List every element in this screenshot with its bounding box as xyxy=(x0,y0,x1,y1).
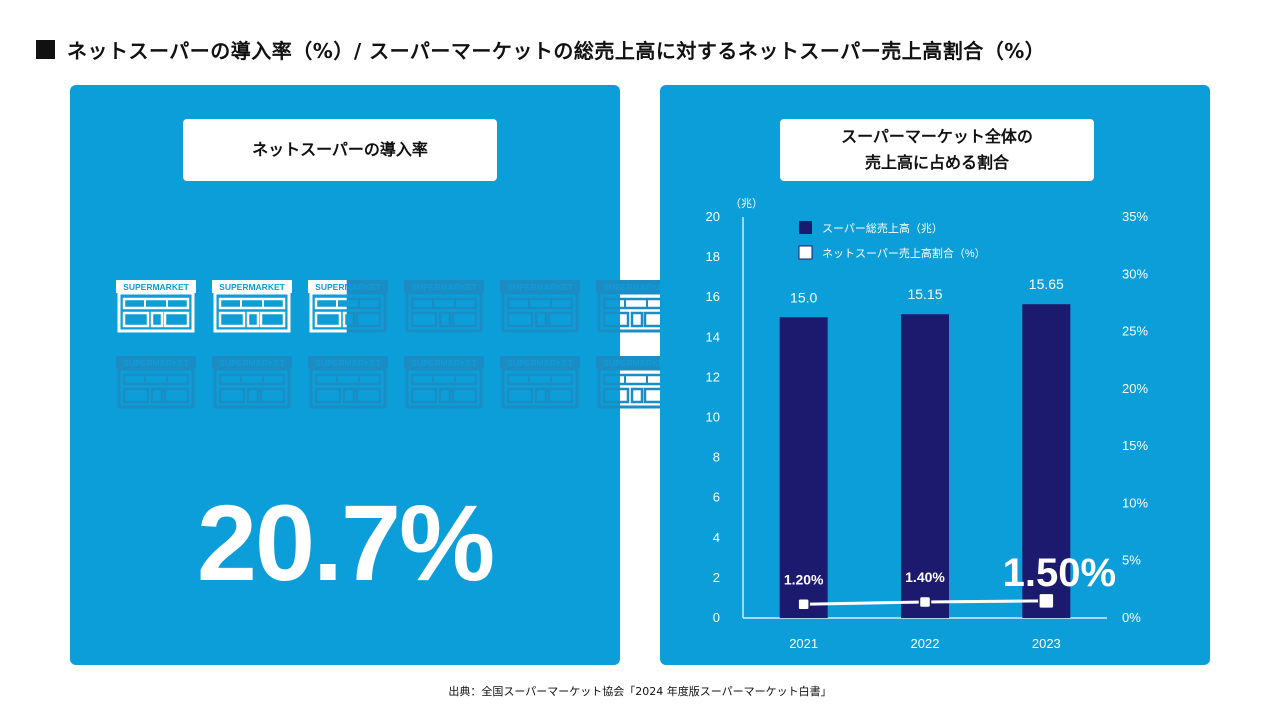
sales-share-label: スーパーマーケット全体の 売上高に占める割合 xyxy=(780,119,1094,181)
bar-value-label: 15.0 xyxy=(790,289,817,305)
svg-text:SUPERMARKET: SUPERMARKET xyxy=(507,358,573,368)
page-title: ネットスーパーの導入率（%）/ スーパーマーケットの総売上高に対するネットスーパ… xyxy=(36,34,1045,64)
svg-text:SUPERMARKET: SUPERMARKET xyxy=(123,358,189,368)
share-point xyxy=(918,595,932,609)
svg-text:SUPERMARKET: SUPERMARKET xyxy=(603,282,669,292)
svg-text:SUPERMARKET: SUPERMARKET xyxy=(219,282,285,292)
left-tick-label: 0 xyxy=(713,610,720,625)
left-tick-label: 4 xyxy=(713,530,720,545)
page-title-text: ネットスーパーの導入率（%）/ スーパーマーケットの総売上高に対するネットスーパ… xyxy=(67,38,1046,63)
sales-share-label-line1: スーパーマーケット全体の xyxy=(841,127,1033,147)
sales-share-panel: スーパーマーケット全体の 売上高に占める割合 0 2 4 6 8 10 12 14 16 18 20… xyxy=(660,85,1210,665)
bar xyxy=(1022,304,1071,618)
left-tick-label: 18 xyxy=(706,249,720,264)
bar-value-label: 15.65 xyxy=(1029,276,1064,292)
svg-text:SUPERMARKET: SUPERMARKET xyxy=(411,358,477,368)
svg-text:SUPERMARKET: SUPERMARKET xyxy=(219,358,285,368)
store-icon: SUPERMARKET xyxy=(403,279,485,333)
sales-chart: 0 2 4 6 8 10 12 14 16 18 20 （兆） 0% 5% 10% 15% 20% 25% 30% 3… xyxy=(706,197,1149,651)
left-axis-unit: （兆） xyxy=(730,197,763,210)
share-value-label: 1.40% xyxy=(905,569,945,585)
left-tick-label: 6 xyxy=(713,490,720,505)
adoption-rate-value: 20.7% xyxy=(196,482,495,603)
store-icon: SUPERMARKET xyxy=(499,355,581,409)
legend-swatch-line xyxy=(798,245,813,260)
svg-text:SUPERMARKET: SUPERMARKET xyxy=(315,282,381,292)
left-tick-label: 10 xyxy=(706,410,720,425)
legend-label-line: ネットスーパー売上高割合（%） xyxy=(822,246,986,260)
share-value-label: 1.50% xyxy=(1003,551,1116,595)
svg-text:SUPERMARKET: SUPERMARKET xyxy=(411,282,477,292)
svg-text:SUPERMARKET: SUPERMARKET xyxy=(123,282,189,292)
share-point xyxy=(1038,592,1055,610)
legend-swatch-bar xyxy=(799,221,812,234)
x-tick-label: 2023 xyxy=(1032,636,1061,651)
store-icon: SUPERMARKET xyxy=(115,355,197,409)
bar-value-label: 15.15 xyxy=(907,286,942,302)
store-icon: SUPERMARKET xyxy=(499,279,581,333)
right-tick-label: 20% xyxy=(1122,381,1148,396)
x-tick-label: 2022 xyxy=(911,636,940,651)
store-icon: SUPERMARKET xyxy=(211,355,293,409)
title-square-icon xyxy=(36,39,55,59)
left-tick-label: 8 xyxy=(713,450,720,465)
right-tick-label: 35% xyxy=(1122,209,1148,224)
right-tick-label: 0% xyxy=(1122,610,1141,625)
adoption-rate-label-text: ネットスーパーの導入率 xyxy=(252,140,428,160)
store-icon: SUPERMARKET xyxy=(307,355,389,409)
svg-text:SUPERMARKET: SUPERMARKET xyxy=(315,282,381,292)
sales-share-label-line2: 売上高に占める割合 xyxy=(864,153,1009,172)
x-tick-label: 2021 xyxy=(789,636,818,651)
legend-label-bar: スーパー総売上高（兆） xyxy=(822,221,943,235)
left-tick-label: 16 xyxy=(706,289,720,304)
svg-text:SUPERMARKET: SUPERMARKET xyxy=(315,358,381,368)
share-point xyxy=(797,598,810,611)
svg-text:SUPERMARKET: SUPERMARKET xyxy=(603,358,669,368)
source-note: 出典：全国スーパーマーケット協会「2024 年度版スーパーマーケット白書」 xyxy=(448,685,832,698)
svg-text:SUPERMARKET: SUPERMARKET xyxy=(507,282,573,292)
right-tick-label: 5% xyxy=(1122,553,1141,568)
share-value-label: 1.20% xyxy=(784,571,824,587)
store-icon: SUPERMARKET xyxy=(403,355,485,409)
bar xyxy=(779,317,828,618)
bar xyxy=(901,314,949,618)
right-tick-label: 25% xyxy=(1122,324,1148,339)
left-tick-label: 12 xyxy=(706,369,720,384)
adoption-rate-panel: ネットスーパーの導入率 SUPERMARKET SUPERMARKET SUPERM… xyxy=(70,85,676,665)
left-tick-label: 20 xyxy=(706,209,720,224)
right-tick-label: 15% xyxy=(1122,438,1148,453)
right-tick-label: 10% xyxy=(1122,495,1148,510)
left-tick-label: 14 xyxy=(706,329,720,344)
adoption-rate-label: ネットスーパーの導入率 xyxy=(183,119,497,181)
left-tick-label: 2 xyxy=(713,570,720,585)
right-tick-label: 30% xyxy=(1122,266,1148,281)
